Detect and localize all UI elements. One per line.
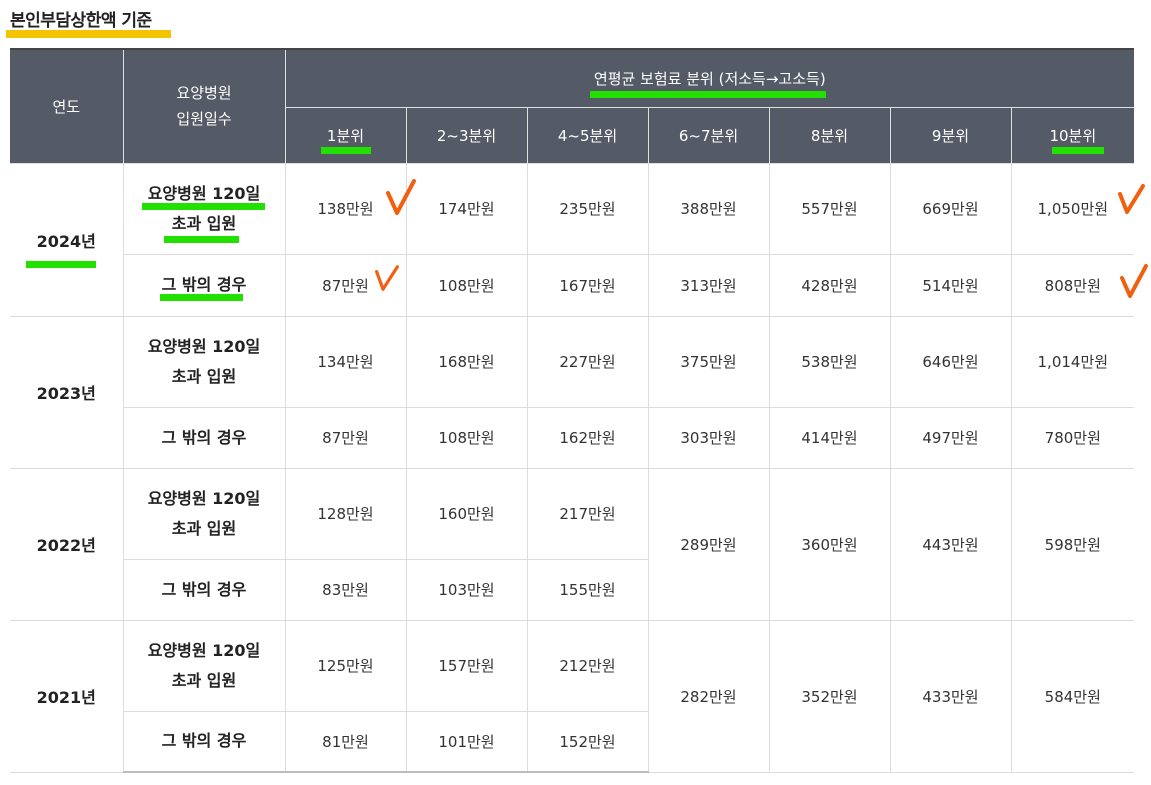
check-mark-icon: [1120, 264, 1148, 298]
title-block: 본인부담상한액 기준: [6, 6, 171, 38]
amount-cell: 1,050만원: [1010, 162, 1135, 255]
amount-cell: 780만원: [1010, 406, 1135, 469]
highlight-stay-over-line1: [142, 203, 265, 210]
amount-cell-shared: 352만원: [768, 619, 891, 773]
amount-cell: 152만원: [526, 710, 648, 773]
amount-cell: 557만원: [768, 162, 891, 255]
stay-label-over: 요양병원 120일 초과 입원: [122, 619, 286, 712]
amount-cell: 669만원: [889, 162, 1012, 255]
stay-label-other: 그 밖의 경우: [123, 406, 286, 469]
header-stay: 요양병원 입원일수: [122, 50, 286, 164]
header-decile-group: 연평균 보험료 분위 (저소득→고소득): [284, 50, 1135, 108]
stay-label-other: 그 밖의 경우: [123, 253, 286, 317]
amount-cell: 103만원: [405, 558, 528, 621]
amount-cell-shared: 360만원: [768, 467, 891, 621]
table-row: 2023년 요양병원 120일 초과 입원 134만원 168만원 227만원 …: [10, 315, 1135, 469]
header-decile: 10분위: [1010, 107, 1135, 164]
year-cell: 2023년: [10, 315, 124, 469]
check-mark-icon: [374, 265, 399, 291]
header-decile: 8분위: [768, 107, 891, 164]
amount-cell: 388만원: [647, 162, 770, 255]
amount-cell: 646만원: [889, 315, 1012, 408]
header-decile: 4~5분위: [526, 107, 649, 164]
amount-cell: 1,014만원: [1010, 315, 1135, 408]
stay-label-over: 요양병원 120일 초과 입원: [122, 315, 286, 408]
check-mark-icon: [1118, 184, 1145, 214]
amount-cell: 162만원: [526, 406, 649, 469]
table-row: 그 밖의 경우 81만원 101만원 152만원: [10, 710, 1134, 773]
highlight-decile-group: [590, 91, 826, 98]
table-row: 2022년 요양병원 120일 초과 입원 128만원 160만원 217만원 …: [10, 467, 1135, 621]
header-year: 연도: [10, 50, 124, 164]
amount-cell: 134만원: [284, 315, 407, 408]
amount-cell-shared: 433만원: [889, 619, 1012, 773]
header-decile: 9분위: [889, 107, 1012, 164]
amount-cell: 155만원: [526, 558, 648, 621]
page-title: 본인부담상한액 기준: [10, 11, 152, 31]
amount-cell: 174만원: [405, 162, 528, 255]
title-highlight: [6, 30, 171, 38]
amount-cell: 160만원: [405, 467, 528, 560]
stay-label-other: 그 밖의 경우: [123, 710, 286, 773]
copay-limit-table: 연도 요양병원 입원일수 연평균 보험료 분위 (저소득→고소득) 1분위 2~…: [10, 50, 1135, 773]
amount-cell: 303만원: [647, 406, 770, 469]
amount-cell: 538만원: [768, 315, 891, 408]
amount-cell: 808만원: [1010, 253, 1135, 317]
amount-cell-shared: 443만원: [889, 467, 1012, 621]
check-mark-icon: [386, 179, 416, 215]
amount-cell: 212만원: [526, 619, 649, 712]
table-row: 그 밖의 경우 87만원 108만원 162만원 303만원 414만원 497…: [10, 406, 1135, 469]
highlight-decile-10: [1052, 147, 1104, 154]
highlight-stay-other: [160, 294, 243, 301]
amount-cell: 514만원: [889, 253, 1012, 317]
table-row: 그 밖의 경우 87만원 108만원 167만원 313만원 428만원 514…: [10, 253, 1135, 317]
amount-cell: 313만원: [647, 253, 770, 317]
highlight-stay-over-line2: [164, 236, 239, 243]
amount-cell-shared: 584만원: [1010, 619, 1135, 773]
amount-cell: 167만원: [526, 253, 649, 317]
amount-cell: 375만원: [647, 315, 770, 408]
table-row: 그 밖의 경우 83만원 103만원 155만원: [10, 558, 1134, 621]
amount-cell: 87만원: [284, 406, 407, 469]
amount-cell: 101만원: [405, 710, 528, 773]
stay-label-other: 그 밖의 경우: [123, 558, 286, 621]
amount-cell: 168만원: [405, 315, 528, 408]
year-cell: 2021년: [10, 619, 124, 773]
amount-cell: 428만원: [768, 253, 891, 317]
amount-cell-shared: 598만원: [1010, 467, 1135, 621]
amount-cell-shared: 282만원: [647, 619, 770, 773]
table-row: 2024년 요양병원 120일 초과 입원 138만원 174만원 235만원 …: [10, 162, 1135, 317]
amount-cell: 125만원: [284, 619, 407, 712]
header-decile: 2~3분위: [405, 107, 528, 164]
amount-cell: 157만원: [405, 619, 528, 712]
table-row: 2021년 요양병원 120일 초과 입원 125만원 157만원 212만원 …: [10, 619, 1135, 773]
amount-cell: 227만원: [526, 315, 649, 408]
amount-cell: 108만원: [405, 253, 528, 317]
amount-cell-shared: 289만원: [647, 467, 770, 621]
amount-cell: 128만원: [284, 467, 407, 560]
amount-cell: 235만원: [526, 162, 649, 255]
highlight-decile-1: [321, 147, 371, 154]
header-decile: 6~7분위: [647, 107, 770, 164]
header-decile: 1분위: [285, 107, 407, 164]
year-cell: 2024년: [10, 162, 124, 317]
amount-cell: 497만원: [889, 406, 1012, 469]
highlight-year-2024: [26, 261, 96, 268]
stay-label-over: 요양병원 120일 초과 입원: [122, 467, 286, 560]
amount-cell: 108만원: [405, 406, 528, 469]
amount-cell: 83만원: [284, 558, 407, 621]
year-cell: 2022년: [10, 467, 124, 621]
amount-cell: 217만원: [526, 467, 649, 560]
amount-cell: 81만원: [284, 710, 407, 773]
table-top-border: [10, 48, 1134, 50]
amount-cell: 414만원: [768, 406, 891, 469]
